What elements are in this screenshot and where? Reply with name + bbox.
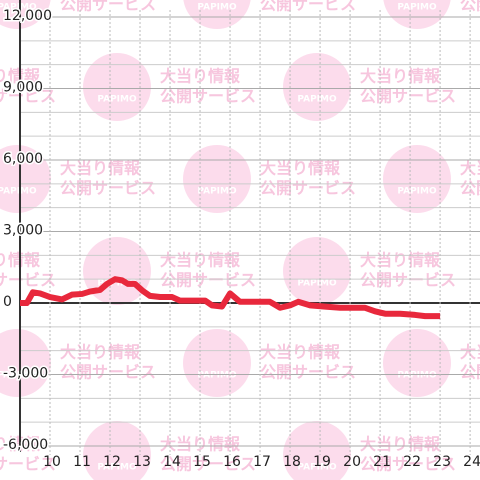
watermark-text: 大当り情報 — [360, 67, 441, 86]
watermark-text: 公開サービス — [460, 0, 480, 14]
watermark-text: 公開サービス — [0, 455, 56, 474]
x-tick-label: 22 — [403, 454, 421, 470]
x-tick-label: 20 — [343, 454, 361, 470]
y-tick-label: 12,000 — [3, 8, 52, 24]
watermark-logo-text: PAPIMO — [397, 3, 437, 13]
watermark-logo-text: PAPIMO — [397, 371, 437, 381]
watermark-logo-text: PAPIMO — [197, 371, 237, 381]
watermark-text: 公開サービス — [60, 363, 156, 382]
watermark-logo — [283, 237, 351, 305]
watermark-logo-text: PAPIMO — [0, 3, 37, 13]
x-tick-label: 15 — [193, 454, 211, 470]
y-tick-label: 0 — [3, 294, 12, 310]
watermark-text: 公開サービス — [360, 455, 456, 474]
watermark-logo — [283, 421, 351, 480]
watermark-text: 公開サービス — [60, 179, 156, 198]
x-tick-label: 13 — [133, 454, 151, 470]
watermark-logo — [83, 53, 151, 121]
watermark-logo-text: PAPIMO — [97, 279, 137, 289]
watermark-logo — [183, 329, 251, 397]
x-tick-label: 23 — [433, 454, 451, 470]
x-tick-label: 17 — [253, 454, 271, 470]
watermark-logo-text: PAPIMO — [97, 463, 137, 473]
watermark-logo-text: PAPIMO — [397, 187, 437, 197]
watermark-text: 公開サービス — [360, 87, 456, 106]
watermark-logo-text: PAPIMO — [197, 3, 237, 13]
x-tick-label: 24 — [463, 454, 480, 470]
watermark-logo-text: PAPIMO — [97, 95, 137, 105]
y-tick-label: -6,000 — [3, 437, 48, 453]
x-tick-label: 12 — [103, 454, 121, 470]
watermark-text: 公開サービス — [0, 271, 56, 290]
x-tick-label: 16 — [223, 454, 241, 470]
watermark-text: 大当り情報 — [260, 159, 341, 178]
watermark-text: 公開サービス — [60, 0, 156, 14]
data-line — [20, 276, 441, 320]
watermark-text: 公開サービス — [160, 455, 256, 474]
watermark-text: 大当り情報 — [60, 343, 141, 362]
watermark-text: 公開サービス — [160, 271, 256, 290]
watermark-logo-text: PAPIMO — [297, 95, 337, 105]
x-tick-label: 11 — [73, 454, 91, 470]
watermark-text: 大当り情報 — [260, 343, 341, 362]
watermark-logo — [283, 53, 351, 121]
x-tick-label: 19 — [313, 454, 331, 470]
watermark-logo — [383, 145, 451, 213]
watermark-logo — [83, 237, 151, 305]
watermark-logo — [0, 145, 51, 213]
y-tick-label: -3,000 — [3, 366, 48, 382]
watermark-text: 公開サービス — [0, 87, 56, 106]
watermark-logo-text: PAPIMO — [197, 187, 237, 197]
watermark-text: 大当り情報 — [360, 435, 441, 454]
watermark-logo — [183, 0, 251, 29]
watermark-logo — [383, 329, 451, 397]
watermark-logo-text: PAPIMO — [297, 279, 337, 289]
plot — [20, 276, 441, 320]
x-tick-label: 10 — [43, 454, 61, 470]
watermark-text: 大当り情報 — [60, 159, 141, 178]
watermark-text: 公開サービス — [260, 363, 356, 382]
watermark-logo-text: PAPIMO — [297, 463, 337, 473]
watermark-text: 公開サービス — [260, 0, 356, 14]
x-tick-label: 14 — [163, 454, 181, 470]
watermark-logo-text: PAPIMO — [0, 371, 37, 381]
watermark-logo — [0, 329, 51, 397]
y-tick-label: 9,000 — [3, 80, 43, 96]
watermark-logo-text: PAPIMO — [0, 187, 37, 197]
watermark-text: 公開サービス — [160, 87, 256, 106]
watermark-text: 公開サービス — [360, 271, 456, 290]
watermark-logo — [183, 145, 251, 213]
y-tick-label: 3,000 — [3, 223, 43, 239]
watermark-text: 公開サービス — [260, 179, 356, 198]
watermark-logo — [383, 0, 451, 29]
watermark-logo — [0, 0, 51, 29]
y-tick-label: 6,000 — [3, 151, 43, 167]
grid — [19, 0, 480, 455]
x-tick-label: 18 — [283, 454, 301, 470]
watermark-logo — [83, 421, 151, 480]
watermark-text: 大当り情報 — [360, 251, 441, 270]
x-tick-label: 21 — [373, 454, 391, 470]
